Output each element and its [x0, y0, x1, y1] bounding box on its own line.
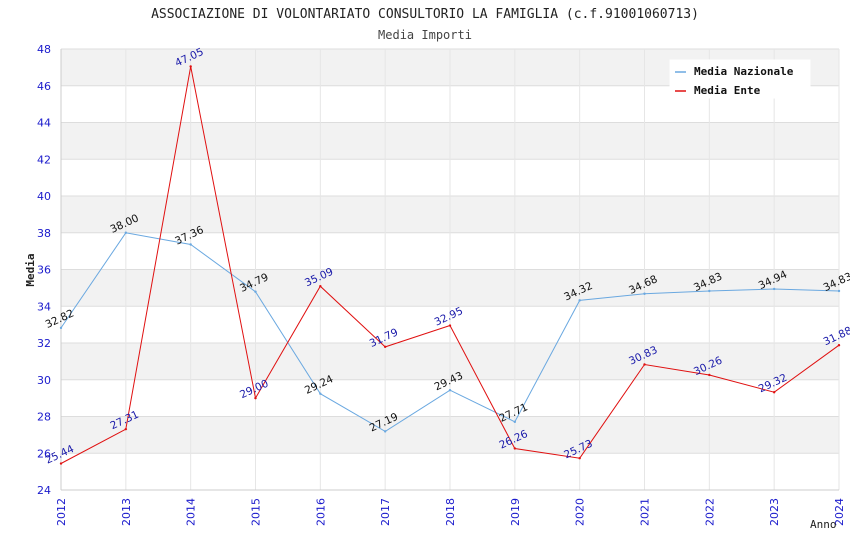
data-point [578, 457, 581, 460]
x-tick-label: 2015 [250, 498, 263, 526]
x-tick-label: 2019 [509, 498, 522, 526]
data-point [124, 231, 128, 234]
x-tick-label: 2022 [703, 498, 716, 526]
y-axis-ticks: 24 26 28 30 32 34 36 38 40 42 44 46 48 [37, 43, 51, 497]
data-point [383, 345, 387, 349]
data-point [319, 392, 322, 395]
data-point [383, 430, 387, 433]
x-tick-label: 2024 [833, 498, 846, 526]
data-point [708, 289, 711, 293]
data-point [448, 389, 452, 392]
x-tick-label: 2020 [574, 498, 587, 526]
data-point [189, 243, 192, 246]
y-tick-label: 38 [37, 227, 51, 240]
x-tick-label: 2018 [444, 498, 457, 526]
y-tick-label: 36 [37, 264, 51, 277]
data-point [59, 462, 63, 465]
y-tick-label: 30 [37, 374, 51, 387]
y-tick-label: 28 [37, 411, 51, 424]
x-tick-label: 2014 [185, 498, 198, 526]
data-point [189, 65, 192, 68]
y-tick-label: 26 [37, 447, 51, 460]
data-point [59, 326, 63, 330]
y-tick-label: 48 [37, 43, 51, 56]
data-point [837, 289, 841, 293]
data-point [643, 292, 646, 295]
data-point [772, 287, 776, 291]
data-point [643, 363, 646, 366]
legend-label-media-nazionale: Media Nazionale [694, 65, 794, 78]
chart-title: ASSOCIAZIONE DI VOLONTARIATO CONSULTORIO… [151, 7, 699, 22]
x-tick-label: 2012 [55, 498, 68, 526]
data-point [578, 299, 581, 302]
y-tick-label: 32 [37, 337, 51, 350]
data-point [513, 420, 517, 424]
data-point [513, 447, 517, 450]
data-point [254, 290, 257, 293]
x-tick-label: 2023 [768, 498, 781, 526]
y-tick-label: 34 [37, 300, 51, 313]
grid-lines [60, 48, 840, 491]
data-point [708, 373, 711, 377]
y-tick-label: 46 [37, 80, 51, 93]
y-tick-label: 42 [37, 153, 51, 166]
legend-box [669, 59, 811, 99]
y-tick-label: 44 [37, 117, 51, 130]
x-tick-label: 2016 [314, 498, 327, 526]
data-point [772, 391, 776, 394]
x-tick-label: 2013 [120, 498, 133, 526]
data-point [319, 285, 322, 288]
series-lines [59, 65, 841, 465]
data-point [448, 324, 452, 327]
x-tick-label: 2021 [639, 498, 652, 526]
y-axis-label: Media [24, 253, 37, 286]
legend: Media Nazionale Media Ente [669, 59, 811, 99]
data-point [254, 396, 257, 400]
x-axis-ticks: 2012 2013 2014 2015 2016 2017 2018 2019 2020 2021… [55, 498, 846, 526]
x-axis-label: Anno [810, 518, 837, 531]
y-tick-label: 24 [37, 484, 51, 497]
legend-label-media-ente: Media Ente [694, 84, 761, 97]
chart-subtitle: Media Importi [378, 28, 472, 42]
y-tick-label: 40 [37, 190, 51, 203]
data-point [124, 427, 128, 431]
data-point [837, 344, 841, 347]
x-tick-label: 2017 [379, 498, 392, 526]
